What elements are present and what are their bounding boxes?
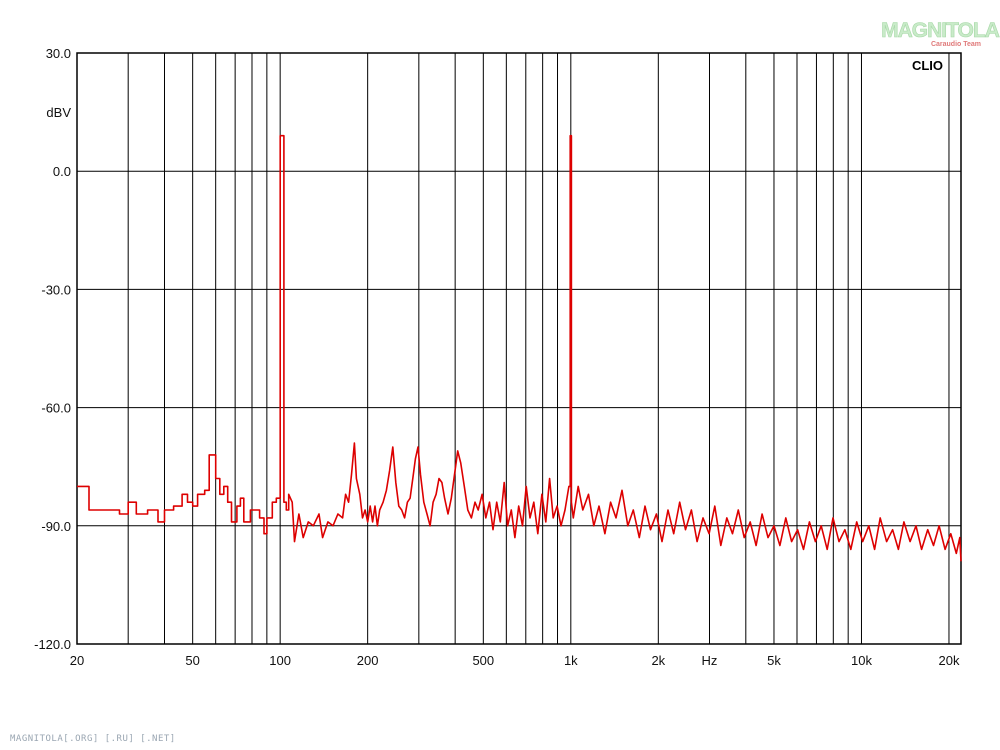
x-tick-label: 1k xyxy=(564,653,578,668)
x-tick-label: 500 xyxy=(472,653,494,668)
x-tick-label: 50 xyxy=(185,653,199,668)
y-tick-label: -120.0 xyxy=(34,637,71,652)
clio-label: CLIO xyxy=(912,58,943,73)
y-axis-tick-labels: 30.0 0.0 -30.0 -60.0 -90.0 -120.0 xyxy=(34,46,71,652)
series-layer xyxy=(77,134,962,562)
x-axis-label: Hz xyxy=(702,653,718,668)
plot-frame xyxy=(76,52,962,645)
x-axis-tick-labels: 20 50 100 200 500 1k 2k 5k 10k 20k xyxy=(70,653,960,668)
x-tick-label: 5k xyxy=(767,653,781,668)
x-tick-label: 2k xyxy=(651,653,665,668)
magnitola-watermark-logo: MAGNITOLA Caraudio Team xyxy=(881,19,1000,48)
x-tick-label: 200 xyxy=(357,653,379,668)
footer-text: MAGNITOLA[.ORG] [.RU] [.NET] xyxy=(10,734,176,744)
watermark-subtitle: Caraudio Team xyxy=(931,41,981,48)
x-tick-label: 100 xyxy=(269,653,291,668)
y-tick-label: 30.0 xyxy=(46,46,71,61)
y-tick-label: -90.0 xyxy=(41,519,71,534)
y-axis-label: dBV xyxy=(46,105,71,120)
x-tick-label: 10k xyxy=(851,653,872,668)
y-tick-label: -60.0 xyxy=(41,401,71,416)
x-tick-label: 20 xyxy=(70,653,84,668)
watermark-title: MAGNITOLA xyxy=(881,19,1000,42)
horizontal-gridlines xyxy=(77,52,961,645)
y-tick-label: 0.0 xyxy=(53,164,71,179)
y-tick-label: -30.0 xyxy=(41,282,71,297)
spectrum-series-line xyxy=(77,134,962,562)
x-tick-label: 20k xyxy=(938,653,959,668)
vertical-gridlines xyxy=(127,53,950,644)
